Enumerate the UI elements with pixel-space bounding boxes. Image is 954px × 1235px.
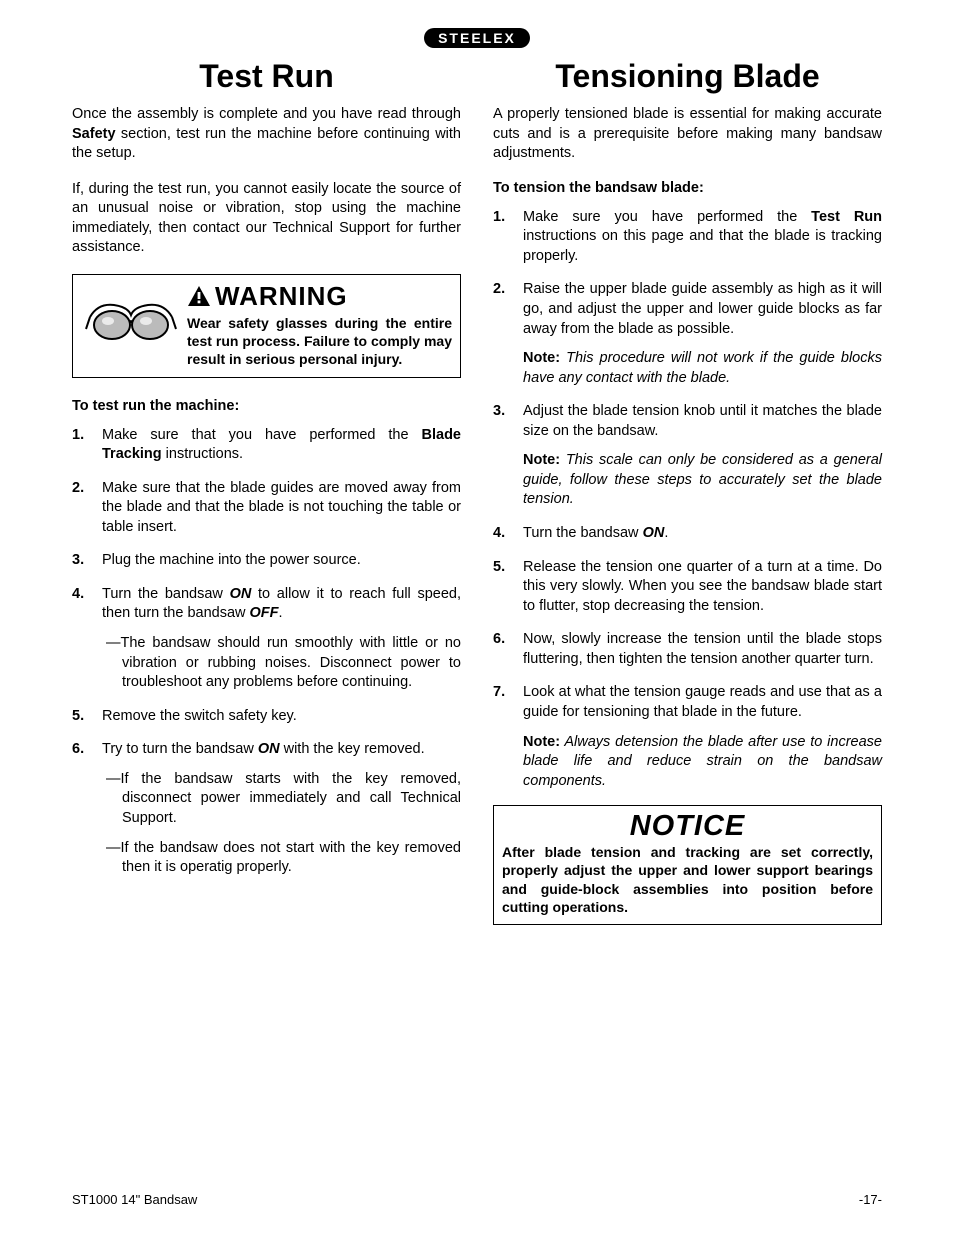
text: Look at what the tension gauge reads and… bbox=[523, 684, 882, 720]
note-text: This procedure will not work if the guid… bbox=[523, 350, 882, 386]
text: Turn the bandsaw bbox=[102, 586, 230, 602]
text: instructions. bbox=[162, 446, 243, 462]
substep: —If the bandsaw does not start with the … bbox=[102, 839, 461, 878]
right-column: Tensioning Blade A properly tensioned bl… bbox=[493, 58, 882, 925]
alert-triangle-icon bbox=[187, 285, 211, 307]
step: Raise the upper blade guide assembly as … bbox=[493, 280, 882, 388]
warning-title-text: WARNING bbox=[215, 281, 348, 312]
warning-box: WARNING Wear safety glasses during the e… bbox=[72, 274, 461, 378]
step: Now, slowly increase the tension until t… bbox=[493, 630, 882, 669]
notice-title: NOTICE bbox=[502, 810, 873, 843]
note-text: This scale can only be considered as a g… bbox=[523, 452, 882, 507]
brand-header: STEELEX bbox=[72, 28, 882, 48]
left-steps: Make sure that you have performed the Bl… bbox=[72, 426, 461, 878]
step: Plug the machine into the power source. bbox=[72, 551, 461, 571]
step: Release the tension one quarter of a tur… bbox=[493, 558, 882, 617]
text: Raise the upper blade guide assembly as … bbox=[523, 281, 882, 336]
page-footer: ST1000 14" Bandsaw -17- bbox=[72, 1192, 882, 1207]
text-bold-italic: ON bbox=[230, 586, 252, 602]
brand-badge: STEELEX bbox=[424, 28, 530, 48]
note: Note: Always detension the blade after u… bbox=[523, 733, 882, 792]
text: . bbox=[279, 605, 283, 621]
notice-body: After blade tension and tracking are set… bbox=[502, 843, 873, 916]
text: . bbox=[664, 525, 668, 541]
text: instructions on this page and that the b… bbox=[523, 228, 882, 264]
text: Turn the bandsaw bbox=[523, 525, 643, 541]
note-label: Note: bbox=[523, 350, 560, 366]
text: Adjust the blade tension knob until it m… bbox=[523, 403, 882, 439]
step: Make sure that you have performed the Bl… bbox=[72, 426, 461, 465]
step: Look at what the tension gauge reads and… bbox=[493, 683, 882, 791]
step: Make sure you have performed the Test Ru… bbox=[493, 208, 882, 267]
right-subhead: To tension the bandsaw blade: bbox=[493, 180, 882, 196]
left-column: Test Run Once the assembly is complete a… bbox=[72, 58, 461, 925]
note-label: Note: bbox=[523, 452, 560, 468]
step: Remove the switch safety key. bbox=[72, 707, 461, 727]
note-text: Always detension the blade after use to … bbox=[523, 734, 882, 789]
text: Make sure you have performed the bbox=[523, 209, 811, 225]
text: with the key removed. bbox=[280, 741, 425, 757]
text: Once the assembly is complete and you ha… bbox=[72, 106, 461, 122]
note: Note: This scale can only be considered … bbox=[523, 451, 882, 510]
step: Make sure that the blade guides are move… bbox=[72, 479, 461, 538]
text-bold-italic: ON bbox=[258, 741, 280, 757]
text: section, test run the machine before con… bbox=[72, 126, 461, 162]
warning-text: WARNING Wear safety glasses during the e… bbox=[181, 281, 452, 369]
note: Note: This procedure will not work if th… bbox=[523, 349, 882, 388]
text: Make sure that you have performed the bbox=[102, 427, 422, 443]
substep: —The bandsaw should run smoothly with li… bbox=[102, 634, 461, 693]
step: Turn the bandsaw ON to allow it to reach… bbox=[72, 585, 461, 693]
step: Try to turn the bandsaw ON with the key … bbox=[72, 740, 461, 877]
text-bold: Test Run bbox=[811, 209, 882, 225]
note-label: Note: bbox=[523, 734, 560, 750]
step: Adjust the blade tension knob until it m… bbox=[493, 402, 882, 510]
text-bold-italic: ON bbox=[643, 525, 665, 541]
right-intro: A properly tensioned blade is essential … bbox=[493, 105, 882, 164]
notice-box: NOTICE After blade tension and tracking … bbox=[493, 805, 882, 925]
safety-glasses-icon bbox=[81, 281, 181, 349]
step: Turn the bandsaw ON. bbox=[493, 524, 882, 544]
warning-title: WARNING bbox=[187, 281, 452, 312]
left-subhead: To test run the machine: bbox=[72, 398, 461, 414]
left-intro-2: If, during the test run, you cannot easi… bbox=[72, 180, 461, 258]
substep: —If the bandsaw starts with the key remo… bbox=[102, 770, 461, 829]
text-bold-italic: OFF bbox=[250, 605, 279, 621]
content-columns: Test Run Once the assembly is complete a… bbox=[72, 58, 882, 925]
text: Try to turn the bandsaw bbox=[102, 741, 258, 757]
footer-right: -17- bbox=[859, 1192, 882, 1207]
left-title: Test Run bbox=[72, 58, 461, 95]
right-steps: Make sure you have performed the Test Ru… bbox=[493, 208, 882, 792]
text-bold: Safety bbox=[72, 126, 116, 142]
footer-left: ST1000 14" Bandsaw bbox=[72, 1192, 197, 1207]
warning-body: Wear safety glasses during the entire te… bbox=[187, 314, 452, 369]
left-intro-1: Once the assembly is complete and you ha… bbox=[72, 105, 461, 164]
right-title: Tensioning Blade bbox=[493, 58, 882, 95]
